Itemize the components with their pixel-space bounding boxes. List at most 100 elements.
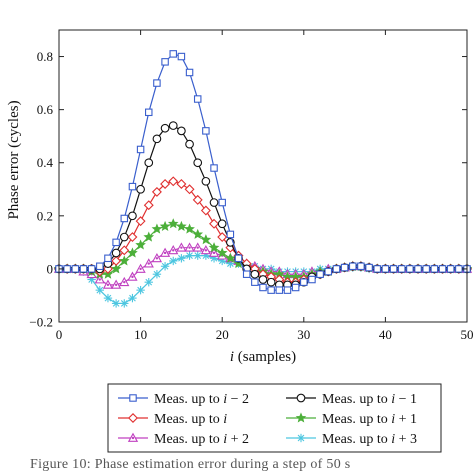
data-point [177, 254, 186, 263]
data-point [177, 126, 186, 136]
data-point [128, 211, 137, 221]
data-point [438, 265, 447, 273]
data-point [119, 276, 130, 287]
legend-label: Meas. up to i + 2 [154, 432, 249, 447]
data-point [71, 265, 80, 273]
legend-label: Meas. up to i + 3 [322, 432, 417, 447]
data-point [381, 265, 390, 273]
legend: Meas. up to i − 2 Meas. up to i − 1 Meas. … [107, 383, 442, 453]
data-point [208, 247, 220, 257]
data-point [176, 220, 187, 231]
legend-label: Meas. up to i + 1 [322, 412, 417, 427]
legend-marker [127, 432, 139, 442]
data-point [192, 228, 204, 239]
data-point [104, 254, 112, 263]
data-point [159, 220, 171, 231]
data-point [202, 127, 210, 135]
data-point [283, 286, 292, 294]
data-point [168, 176, 179, 187]
legend-marker [129, 394, 137, 402]
data-point [160, 123, 170, 133]
data-point [153, 79, 161, 87]
plot-area [53, 50, 473, 308]
legend-item: Meas. up to i + 2 [118, 432, 249, 447]
data-point [291, 283, 300, 292]
x-tick-label: 0 [56, 327, 63, 342]
data-point [275, 286, 284, 294]
data-point [120, 299, 129, 308]
data-point [94, 274, 105, 284]
data-point [389, 265, 398, 273]
data-point [192, 194, 203, 205]
data-point [151, 186, 162, 197]
y-tick-label: 0.4 [37, 155, 54, 170]
legend-label: Meas. up to i [154, 412, 227, 427]
data-point [151, 252, 163, 263]
x-tick-label: 10 [134, 327, 147, 342]
data-point [110, 279, 122, 289]
data-point [225, 252, 236, 263]
legend-box [107, 383, 442, 453]
data-point [316, 270, 324, 278]
data-point [144, 158, 154, 168]
data-point [340, 263, 349, 272]
x-axis-label: i (samples) [230, 349, 296, 365]
data-point [135, 263, 146, 273]
data-point [135, 216, 146, 227]
data-point [193, 251, 202, 260]
data-point [422, 265, 430, 273]
y-tick-label: 0.2 [37, 208, 53, 223]
data-point [200, 205, 211, 216]
data-point [200, 244, 212, 255]
data-point [161, 58, 169, 66]
data-point [152, 270, 162, 279]
data-point [143, 231, 155, 242]
data-point [120, 214, 129, 223]
data-point [127, 271, 138, 281]
data-point [127, 247, 138, 258]
x-axis-label-rest: (samples) [234, 349, 296, 365]
series-1 [55, 50, 471, 294]
data-point [111, 255, 122, 266]
data-point [160, 178, 171, 189]
data-point [128, 182, 137, 191]
data-point [95, 285, 104, 295]
data-point [160, 262, 170, 271]
legend-marker [295, 412, 307, 423]
data-point [332, 265, 341, 273]
data-point [373, 265, 381, 273]
data-point [176, 242, 187, 252]
x-axis-label-var: i [230, 349, 234, 365]
data-point [234, 254, 243, 263]
data-point [209, 198, 219, 207]
data-point [143, 258, 154, 268]
data-point [184, 223, 195, 234]
data-point [168, 121, 178, 130]
data-point [167, 218, 179, 229]
legend-item: Meas. up to i + 3 [286, 432, 417, 447]
data-point [169, 50, 177, 58]
data-point [136, 285, 145, 295]
data-point [143, 200, 154, 211]
x-tick-label: 40 [379, 327, 392, 342]
data-point [406, 265, 414, 273]
plot-frame [58, 29, 468, 323]
data-point [349, 262, 357, 271]
data-point [192, 242, 203, 252]
data-point [218, 198, 226, 207]
y-tick-label: 0.8 [37, 49, 53, 64]
data-point [127, 232, 138, 243]
data-point [430, 265, 439, 273]
data-point [184, 184, 195, 195]
data-point [136, 145, 145, 154]
data-point [152, 134, 162, 144]
data-point [87, 265, 96, 273]
data-point [118, 255, 130, 266]
data-point [267, 286, 275, 294]
data-point [259, 283, 267, 292]
data-point [79, 265, 88, 273]
data-point [217, 219, 227, 229]
data-point [185, 68, 194, 77]
data-point [151, 223, 163, 234]
data-point [119, 245, 130, 256]
